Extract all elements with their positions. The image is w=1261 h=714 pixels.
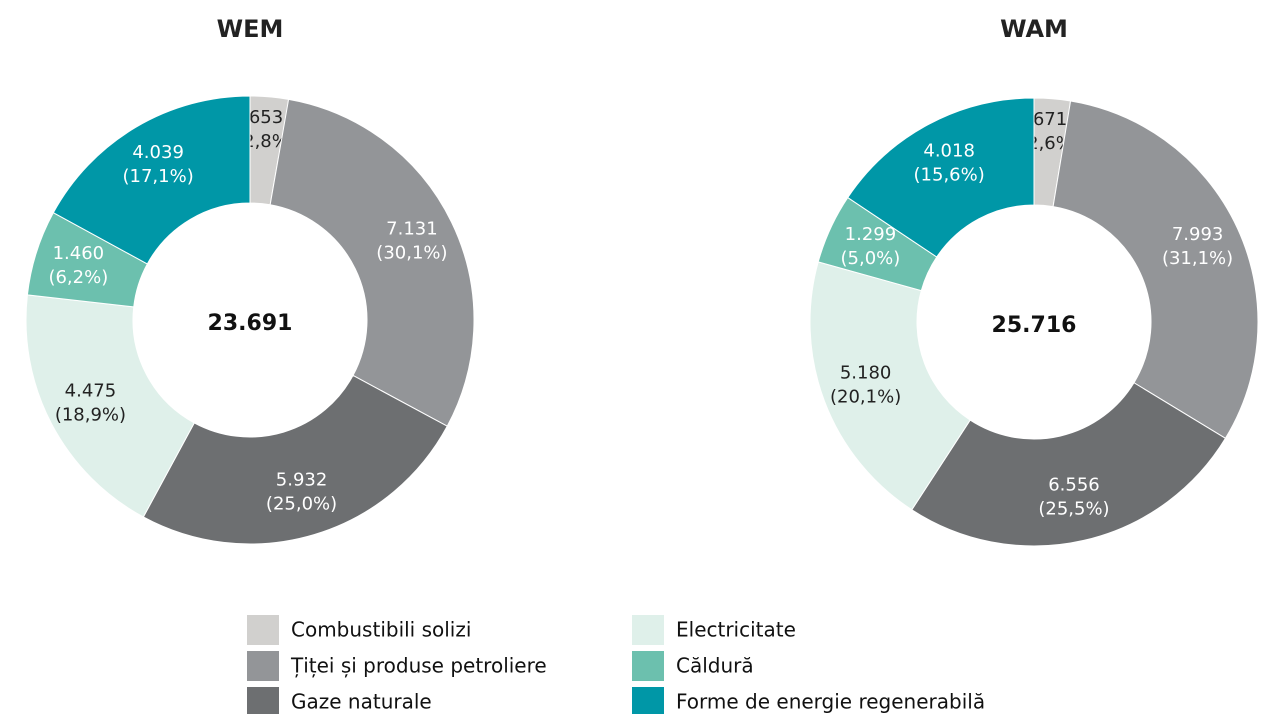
legend-swatch [632,615,664,645]
value-label: 6.556 [1048,475,1100,496]
percentage-label: (20,1%) [830,387,901,408]
value-label: 671 [1033,109,1067,130]
percentage-label: (15,6%) [914,164,985,185]
legend-swatch [247,687,279,714]
donut-slice [142,374,448,545]
legend-label: Combustibili solizi [291,618,471,642]
legend-swatch [247,615,279,645]
donut-slice [809,261,971,511]
legend-label: Gaze naturale [291,690,432,714]
percentage-label: (25,0%) [266,493,337,514]
chart-title: WEM [217,15,284,43]
percentage-label: (17,1%) [123,166,194,187]
legend-label: Țiței și produse petroliere [290,654,547,678]
total-label: 25.716 [992,313,1077,338]
value-label: 4.475 [65,380,117,401]
legend-swatch [632,687,664,714]
value-label: 4.039 [132,142,184,163]
value-label: 653 [249,107,283,128]
percentage-label: (31,1%) [1162,248,1233,269]
value-label: 5.180 [840,363,892,384]
legend-label: Forme de energie regenerabilă [676,690,985,714]
percentage-label: (30,1%) [376,242,447,263]
value-label: 7.993 [1172,224,1224,245]
percentage-label: (6,2%) [48,267,108,288]
donut-slice [269,98,475,427]
donut-slice [52,95,251,265]
legend-label: Căldură [676,654,754,678]
donut-slice [1052,100,1259,440]
value-label: 1.460 [53,243,105,264]
value-label: 4.018 [923,140,975,161]
legend-label: Electricitate [676,618,796,642]
percentage-label: (25,5%) [1038,499,1109,520]
percentage-label: (5,0%) [841,248,901,269]
value-label: 5.932 [276,469,328,490]
chart-title: WAM [1000,15,1068,43]
percentage-label: (18,9%) [55,404,126,425]
legend-swatch [247,651,279,681]
donut-slice [25,294,195,518]
donut-slice [847,97,1035,258]
value-label: 7.131 [386,218,438,239]
donut-hole [134,204,366,436]
value-label: 1.299 [845,224,897,245]
donut-slice [911,382,1227,547]
legend-swatch [632,651,664,681]
donut-hole [918,206,1150,438]
total-label: 23.691 [208,311,293,336]
